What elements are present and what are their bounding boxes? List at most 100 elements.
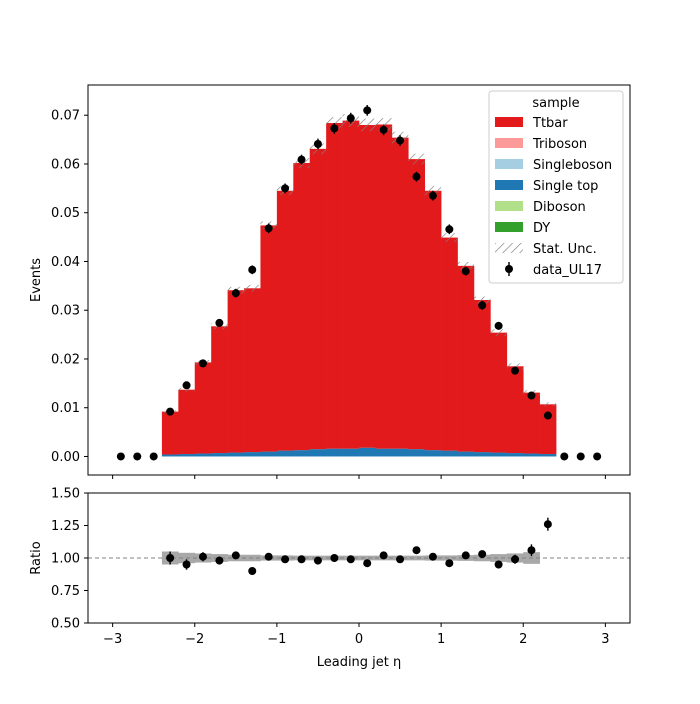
data-point bbox=[511, 366, 520, 375]
stat-unc-hatch bbox=[506, 363, 524, 370]
data-point bbox=[560, 452, 569, 461]
data-points bbox=[116, 104, 602, 461]
ratio-point bbox=[330, 554, 339, 562]
legend-label-stat-unc-: Stat. Unc. bbox=[533, 242, 597, 257]
data-point bbox=[576, 452, 585, 461]
ratio-point bbox=[478, 550, 487, 559]
ratio-point bbox=[543, 520, 552, 529]
single-top-bar bbox=[490, 452, 508, 457]
ratio-point bbox=[264, 552, 273, 561]
x-tick-label: −1 bbox=[267, 632, 286, 647]
ratio-point bbox=[231, 551, 240, 560]
ratio-point bbox=[527, 546, 536, 555]
ttbar-bar bbox=[309, 148, 327, 450]
legend-marker-data-ul17 bbox=[505, 265, 513, 273]
ttbar-bar bbox=[342, 120, 360, 449]
legend-label-single-top: Single top bbox=[533, 179, 598, 194]
ratio-point bbox=[215, 556, 224, 565]
single-top-bar bbox=[342, 448, 360, 457]
single-top-bar bbox=[293, 450, 311, 457]
stat-unc-hatch bbox=[441, 233, 458, 242]
y-tick-label: 0.03 bbox=[51, 304, 80, 319]
stat-unc-hatch bbox=[490, 329, 507, 337]
data-point bbox=[133, 452, 142, 461]
legend-title: sample bbox=[532, 96, 579, 111]
ttbar-bar bbox=[506, 366, 524, 454]
data-point bbox=[166, 407, 175, 416]
legend-swatch-diboson bbox=[495, 201, 523, 211]
x-tick-label: −2 bbox=[185, 632, 204, 647]
ratio-band-bin bbox=[441, 555, 458, 561]
ttbar-bar bbox=[194, 362, 212, 454]
x-tick-label: 2 bbox=[519, 632, 527, 647]
data-point bbox=[478, 301, 487, 310]
ttbar-bar bbox=[359, 124, 376, 448]
stat-unc-hatch bbox=[244, 284, 261, 292]
y-tick-label: 0.00 bbox=[51, 450, 80, 465]
data-point bbox=[330, 124, 339, 133]
ttbar-bar bbox=[391, 137, 409, 449]
legend-items: Ttbar Triboson Singleboson Single top Diboso… bbox=[495, 116, 612, 278]
ratio-y-ticks: 0.50 0.75 1.00 1.25 1.50 bbox=[51, 487, 88, 632]
single-top-bar bbox=[523, 453, 540, 457]
single-top-bar bbox=[227, 452, 245, 457]
x-tick-label: 0 bbox=[355, 632, 363, 647]
ratio-point bbox=[297, 555, 306, 564]
ttbar-bar bbox=[375, 124, 393, 449]
ratio-point bbox=[248, 567, 257, 575]
single-top-bar bbox=[359, 447, 376, 457]
x-tick-label: −3 bbox=[103, 632, 122, 647]
single-top-bar bbox=[309, 449, 327, 457]
single-top-bar bbox=[276, 450, 294, 457]
x-tick-label: 1 bbox=[437, 632, 445, 647]
data-point bbox=[231, 289, 240, 298]
ttbar-bar bbox=[276, 190, 294, 451]
x-tick-label: 3 bbox=[601, 632, 609, 647]
ttbar-bar bbox=[178, 389, 196, 455]
single-top-bar bbox=[408, 449, 425, 457]
ratio-point bbox=[182, 560, 191, 569]
ratio-point bbox=[346, 555, 355, 564]
ttbar-bar bbox=[326, 123, 343, 449]
ttbar-bar bbox=[473, 299, 491, 453]
single-top-bar bbox=[326, 448, 343, 457]
y-tick-label: 0.07 bbox=[51, 109, 80, 124]
stat-unc-hatch bbox=[359, 118, 376, 132]
ttbar-bar bbox=[523, 392, 540, 454]
data-point bbox=[116, 452, 125, 461]
ratio-points bbox=[166, 517, 552, 575]
single-top-bar bbox=[506, 453, 524, 457]
legend-label-triboson: Triboson bbox=[532, 137, 587, 152]
single-top-bar bbox=[178, 454, 196, 457]
single-top-bar bbox=[375, 448, 393, 457]
data-point bbox=[346, 114, 355, 123]
data-point bbox=[182, 381, 191, 390]
ttbar-bar bbox=[539, 404, 557, 455]
legend-swatch-triboson bbox=[495, 138, 523, 148]
data-point bbox=[396, 136, 405, 145]
ttbar-bar bbox=[211, 326, 228, 454]
ratio-band-bin bbox=[490, 554, 508, 562]
single-top-bar bbox=[457, 451, 475, 457]
legend-swatch-singleboson bbox=[495, 159, 523, 169]
main-y-ticks: 0.00 0.01 0.02 0.03 0.04 0.05 0.06 0.07 bbox=[51, 109, 88, 465]
ratio-point bbox=[198, 552, 207, 561]
single-top-bar bbox=[391, 448, 409, 457]
data-point bbox=[428, 191, 437, 200]
legend-label-singleboson: Singleboson bbox=[533, 158, 612, 173]
legend-swatch-dy bbox=[495, 222, 523, 232]
y-tick-label: 0.06 bbox=[51, 157, 80, 172]
ttbar-bar bbox=[227, 290, 245, 453]
ttbar-bar bbox=[260, 225, 278, 452]
single-top-bar bbox=[244, 452, 261, 457]
ratio-point bbox=[511, 555, 520, 564]
data-point bbox=[149, 452, 158, 461]
data-point bbox=[412, 172, 421, 181]
stat-unc-hatch bbox=[408, 153, 425, 165]
ratio-y-tick-label: 1.00 bbox=[51, 552, 80, 567]
ratio-y-tick-label: 0.75 bbox=[51, 584, 80, 599]
ratio-point bbox=[166, 554, 175, 562]
y-tick-label: 0.02 bbox=[51, 352, 80, 367]
stacked-histogram bbox=[161, 120, 557, 457]
